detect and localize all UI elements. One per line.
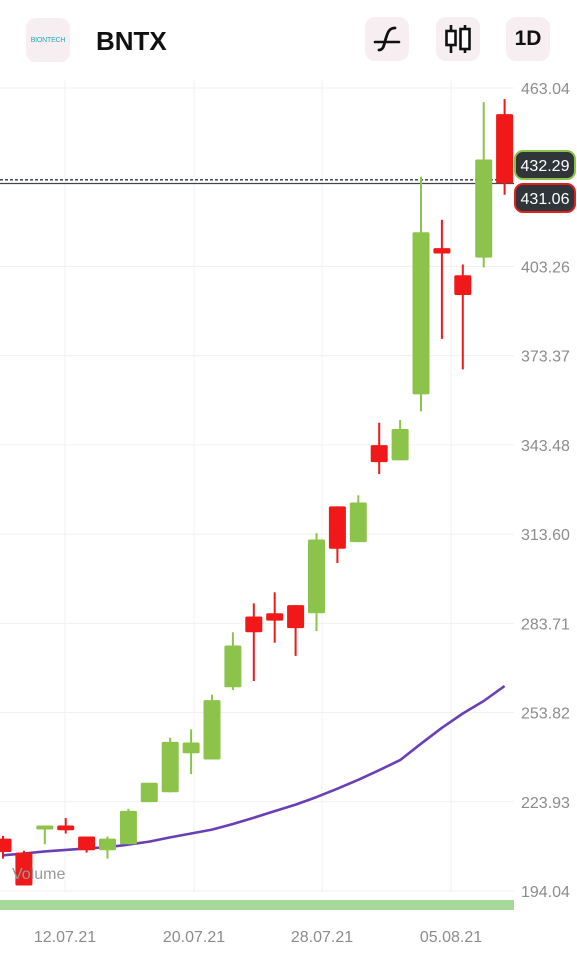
chart-type-button[interactable] (436, 17, 480, 61)
candle-body[interactable] (454, 275, 472, 295)
candle-body[interactable] (57, 825, 75, 831)
y-tick-label: 373.37 (521, 349, 570, 366)
function-icon (373, 26, 401, 52)
candle-body[interactable] (245, 616, 263, 633)
close-price-tag-label: 431.06 (521, 191, 570, 208)
candle-body[interactable] (496, 114, 514, 184)
candle-body[interactable] (224, 645, 242, 688)
x-tick-label: 12.07.21 (34, 929, 96, 946)
candle-body[interactable] (412, 232, 430, 395)
y-tick-label: 223.93 (521, 795, 570, 812)
company-logo[interactable]: BIONTECH (26, 18, 70, 62)
ticker-symbol: BNTX (96, 26, 167, 56)
candle-body[interactable] (370, 445, 388, 463)
x-tick-label: 28.07.21 (291, 929, 353, 946)
last-price-tag (514, 150, 576, 180)
chart-header: BIONTECH BNTX 1D (0, 0, 577, 80)
y-tick-label: 253.82 (521, 706, 570, 723)
candle-body[interactable] (328, 506, 346, 549)
candle-body[interactable] (140, 782, 158, 803)
candle-body[interactable] (15, 852, 33, 886)
candle-body[interactable] (0, 838, 12, 853)
candle-body[interactable] (349, 502, 367, 543)
y-tick-label: 343.48 (521, 438, 570, 455)
volume-bar (0, 900, 514, 910)
indicators-button[interactable] (365, 17, 409, 61)
candle-body[interactable] (99, 838, 116, 851)
x-tick-label: 05.08.21 (420, 929, 482, 946)
volume-label: Volume (12, 866, 65, 883)
candle-body[interactable] (266, 613, 284, 621)
x-tick-label: 20.07.21 (163, 929, 225, 946)
logo-text: BIONTECH (30, 36, 66, 44)
close-price-tag (514, 183, 576, 213)
candle-body[interactable] (433, 248, 451, 254)
candle-body[interactable] (287, 605, 305, 629)
candle-body[interactable] (119, 810, 137, 845)
candle-body[interactable] (36, 825, 54, 830)
candle-body[interactable] (161, 741, 179, 793)
y-tick-label: 403.26 (521, 259, 570, 276)
candle-body[interactable] (391, 429, 409, 461)
candle-body[interactable] (203, 700, 221, 760)
period-selector-button[interactable]: 1D (506, 17, 550, 61)
candle-body[interactable] (308, 539, 325, 614)
moving-average-line (2, 684, 506, 857)
candlestick-icon (445, 25, 471, 53)
candle-body[interactable] (78, 836, 96, 851)
candle-body[interactable] (475, 159, 493, 258)
y-tick-label: 283.71 (521, 616, 570, 633)
candle-body[interactable] (182, 742, 200, 754)
y-tick-label: 194.04 (521, 884, 570, 901)
y-tick-label: 313.60 (521, 527, 570, 544)
last-price-tag-label: 432.29 (521, 158, 570, 175)
y-tick-label: 463.04 (521, 81, 570, 98)
